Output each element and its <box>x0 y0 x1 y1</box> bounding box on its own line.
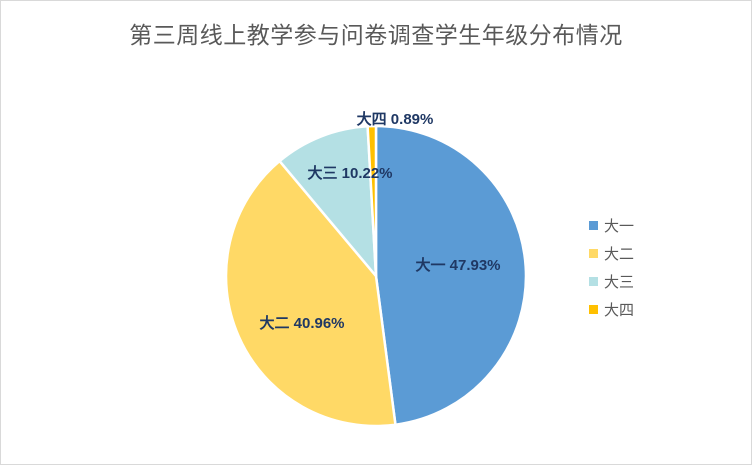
pie-slice-2 <box>224 159 397 428</box>
pie-slice-1 <box>374 124 528 427</box>
legend-label-1: 大一 <box>604 217 634 235</box>
chart-title: 第三周线上教学参与问卷调查学生年级分布情况 <box>129 23 623 49</box>
legend-label-3: 大三 <box>604 273 634 291</box>
data-label-4: 大四 0.89% <box>357 110 434 128</box>
data-label-3: 大三 10.22% <box>307 164 392 182</box>
data-label-2: 大二 40.96% <box>259 314 344 332</box>
legend-label-2: 大二 <box>604 245 634 263</box>
legend-label-4: 大四 <box>604 301 634 319</box>
legend-swatch-1 <box>589 221 598 230</box>
legend-swatch-2 <box>589 249 598 258</box>
pie-slice-3 <box>277 124 378 280</box>
data-label-1: 大一 47.93% <box>415 256 500 274</box>
pie-slice-4 <box>366 124 378 277</box>
legend-swatch-3 <box>589 277 598 286</box>
legend-swatch-4 <box>589 305 598 314</box>
